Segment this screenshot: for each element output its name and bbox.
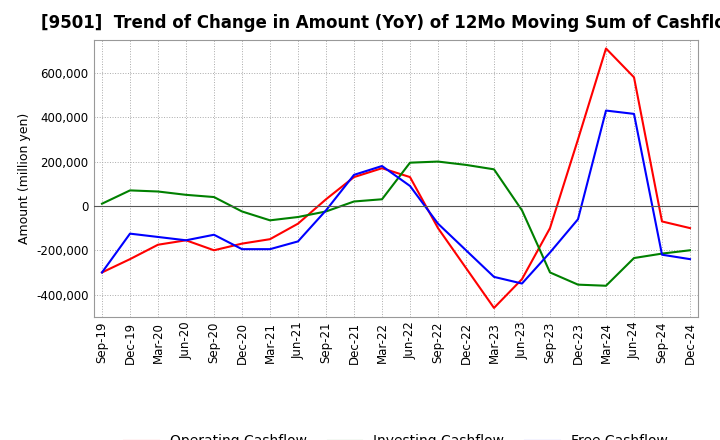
Free Cashflow [405, 183, 414, 189]
Investing Cashflow [266, 218, 274, 223]
Free Cashflow [490, 274, 498, 279]
Operating Cashflow [546, 225, 554, 231]
Operating Cashflow [685, 225, 694, 231]
Line: Operating Cashflow: Operating Cashflow [102, 48, 690, 308]
Investing Cashflow [378, 197, 387, 202]
Title: [9501]  Trend of Change in Amount (YoY) of 12Mo Moving Sum of Cashflows: [9501] Trend of Change in Amount (YoY) o… [41, 15, 720, 33]
Operating Cashflow [266, 237, 274, 242]
Free Cashflow [350, 172, 359, 177]
Operating Cashflow [98, 270, 107, 275]
Investing Cashflow [126, 188, 135, 193]
Free Cashflow [657, 252, 666, 257]
Free Cashflow [433, 221, 442, 226]
Free Cashflow [685, 257, 694, 262]
Investing Cashflow [350, 199, 359, 204]
Free Cashflow [322, 208, 330, 213]
Operating Cashflow [350, 174, 359, 180]
Investing Cashflow [181, 192, 190, 198]
Free Cashflow [462, 248, 470, 253]
Investing Cashflow [210, 194, 218, 200]
Operating Cashflow [210, 248, 218, 253]
Line: Investing Cashflow: Investing Cashflow [102, 161, 690, 286]
Investing Cashflow [153, 189, 162, 194]
Free Cashflow [126, 231, 135, 236]
Operating Cashflow [153, 242, 162, 247]
Legend: Operating Cashflow, Investing Cashflow, Free Cashflow: Operating Cashflow, Investing Cashflow, … [118, 429, 674, 440]
Operating Cashflow [126, 257, 135, 262]
Investing Cashflow [518, 208, 526, 213]
Investing Cashflow [657, 251, 666, 256]
Investing Cashflow [433, 159, 442, 164]
Free Cashflow [153, 235, 162, 240]
Operating Cashflow [181, 238, 190, 243]
Operating Cashflow [490, 305, 498, 311]
Free Cashflow [378, 163, 387, 169]
Investing Cashflow [630, 255, 639, 260]
Operating Cashflow [602, 46, 611, 51]
Investing Cashflow [546, 270, 554, 275]
Free Cashflow [546, 250, 554, 255]
Operating Cashflow [574, 137, 582, 142]
Y-axis label: Amount (million yen): Amount (million yen) [18, 113, 31, 244]
Free Cashflow [574, 216, 582, 222]
Operating Cashflow [657, 219, 666, 224]
Free Cashflow [602, 108, 611, 113]
Free Cashflow [630, 111, 639, 117]
Investing Cashflow [602, 283, 611, 288]
Operating Cashflow [518, 276, 526, 282]
Investing Cashflow [490, 167, 498, 172]
Investing Cashflow [294, 214, 302, 220]
Operating Cashflow [630, 75, 639, 80]
Operating Cashflow [405, 174, 414, 180]
Free Cashflow [518, 281, 526, 286]
Free Cashflow [181, 238, 190, 243]
Line: Free Cashflow: Free Cashflow [102, 110, 690, 283]
Operating Cashflow [378, 165, 387, 171]
Investing Cashflow [574, 282, 582, 287]
Operating Cashflow [294, 221, 302, 226]
Free Cashflow [98, 270, 107, 275]
Operating Cashflow [238, 241, 246, 246]
Free Cashflow [210, 232, 218, 238]
Free Cashflow [294, 239, 302, 244]
Investing Cashflow [685, 248, 694, 253]
Investing Cashflow [462, 162, 470, 168]
Investing Cashflow [98, 201, 107, 206]
Operating Cashflow [462, 265, 470, 271]
Operating Cashflow [322, 197, 330, 202]
Operating Cashflow [433, 225, 442, 231]
Investing Cashflow [405, 160, 414, 165]
Free Cashflow [266, 246, 274, 252]
Investing Cashflow [322, 209, 330, 214]
Free Cashflow [238, 246, 246, 252]
Investing Cashflow [238, 209, 246, 214]
